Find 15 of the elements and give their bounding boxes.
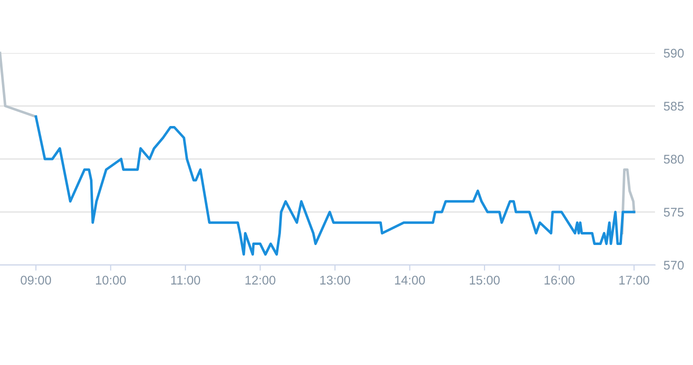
y-tick-label: 580: [664, 154, 684, 164]
y-tick-label: 575: [664, 208, 684, 217]
x-tick-label: 17:00: [619, 276, 650, 285]
x-tick-label: 15:00: [470, 276, 500, 285]
x-tick-label: 12:00: [246, 276, 276, 285]
x-tick-label: 09:00: [20, 276, 52, 285]
x-tick-label: 11:00: [171, 276, 200, 285]
x-tick-label: 13:00: [320, 276, 350, 285]
y-tick-label: 570: [664, 260, 684, 270]
x-tick-label: 10:00: [96, 276, 126, 285]
y-tick-label: 590: [664, 48, 684, 58]
x-tick-label: 14:00: [395, 276, 425, 285]
x-tick-label: 16:00: [544, 276, 574, 285]
y-tick-label: 585: [664, 102, 684, 111]
line-series: [34, 115, 636, 256]
